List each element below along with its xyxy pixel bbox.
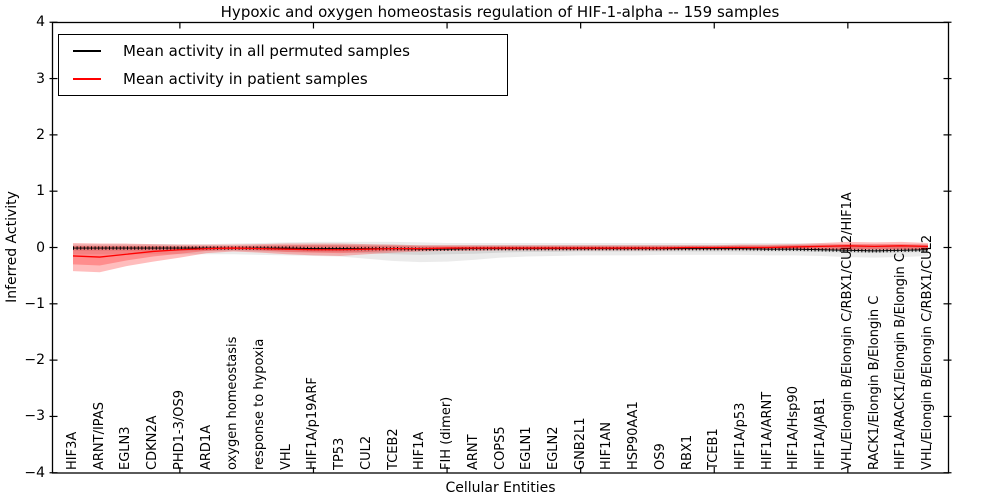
x-category-label: EGLN1	[519, 426, 535, 470]
y-tick-label: 4	[36, 14, 45, 31]
x-category-label: COPS5	[492, 426, 508, 470]
x-category-label: CDKN2A	[145, 415, 161, 470]
x-axis-label: Cellular Entities	[445, 480, 556, 496]
x-category-label: ARD1A	[198, 424, 214, 470]
patient-line-swatch	[73, 78, 101, 80]
x-category-label: RACK1/Elongin B/Elongin C	[866, 295, 882, 470]
x-category-label: HIF1A/ARNT	[759, 391, 775, 470]
x-category-label: HIF3A	[65, 431, 80, 470]
x-category-label: HIF1A/RACK1/Elongin B/Elongin C	[893, 253, 909, 470]
x-category-label: EGLN2	[545, 426, 561, 470]
x-category-label: oxygen homeostasis	[225, 336, 241, 470]
permuted-line-swatch	[73, 50, 101, 52]
y-tick-label: 3	[36, 70, 45, 87]
x-category-label: HSP90AA1	[626, 401, 642, 470]
y-tick-label: −2	[24, 352, 45, 369]
x-category-label: TCEB1	[706, 428, 722, 470]
x-category-label: HIF1A/p53	[732, 402, 748, 470]
legend-label: Mean activity in patient samples	[123, 70, 368, 88]
x-category-label: FIH (dimer)	[439, 396, 455, 470]
x-category-label: CUL2	[358, 435, 374, 470]
x-category-label: PHD1-3/OS9	[171, 390, 187, 470]
x-category-label: TP53	[332, 437, 348, 470]
y-tick-label: 0	[36, 239, 45, 256]
chart-title: Hypoxic and oxygen homeostasis regulatio…	[220, 3, 780, 21]
x-category-label: VHL	[278, 444, 294, 470]
x-category-label: VHL/Elongin B/Elongin C/RBX1/CUL2/HIF1A	[839, 192, 855, 470]
x-category-label: ARNT/IPAS	[91, 402, 107, 470]
legend-entry-patient: Mean activity in patient samples	[59, 65, 507, 93]
x-category-label: HIF1A/Hsp90	[786, 386, 802, 470]
x-category-label: HIF1A	[412, 431, 428, 470]
legend-label: Mean activity in all permuted samples	[123, 42, 410, 60]
x-category-label: RBX1	[679, 434, 695, 470]
x-category-label: VHL/Elongin B/Elongin C/RBX1/CUL2	[920, 234, 935, 470]
x-category-label: response to hypoxia	[252, 338, 268, 470]
x-category-label: OS9	[652, 443, 668, 470]
x-category-label: HIF1A/JAB1	[813, 397, 829, 470]
legend: Mean activity in all permuted samples Me…	[58, 34, 508, 96]
y-tick-label: 1	[36, 183, 45, 200]
y-tick-label: 2	[36, 126, 45, 143]
x-category-label: HIF1AN	[599, 422, 615, 470]
y-tick-label: −1	[24, 295, 45, 312]
y-tick-label: −4	[24, 464, 45, 481]
y-tick-label: −3	[24, 408, 45, 425]
x-category-label: TCEB2	[385, 428, 401, 470]
x-category-label: GNB2L1	[572, 417, 588, 470]
x-category-label: ARNT	[465, 434, 481, 470]
legend-entry-permuted: Mean activity in all permuted samples	[59, 37, 507, 65]
x-category-label: EGLN3	[118, 426, 134, 470]
x-category-label: HIF1A/p19ARF	[305, 377, 321, 470]
